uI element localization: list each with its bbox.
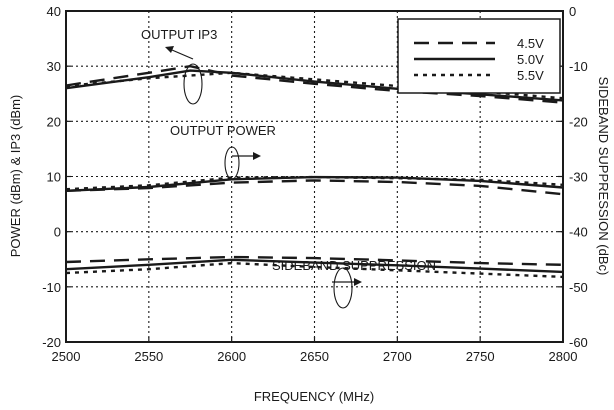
legend-label-5-5v: 5.5V [517, 68, 544, 83]
annotations: OUTPUT IP3 OUTPUT POWER SIDEBAND SUPPRES… [141, 27, 436, 309]
y-tick-label: 10 [47, 170, 61, 185]
annotation-output-ip3-arrow [171, 49, 194, 60]
x-tick-label: 2750 [466, 349, 495, 364]
sideband-suppression-curve-solid [65, 258, 564, 274]
x-tick-label: 2550 [134, 349, 163, 364]
y-tick-label: -10 [42, 280, 61, 295]
y-tick-label: 0 [54, 225, 61, 240]
output-power-curve-dotted [65, 175, 564, 191]
annotation-output-ip3-ellipse [183, 63, 203, 105]
y-tick-label: -20 [42, 335, 61, 350]
y-tick-label: 30 [47, 59, 61, 74]
output-ip3-curve-dotted [65, 71, 564, 100]
axis-ticks: 2500 2550 2600 2650 2700 2750 2800 -20 -10 0 10 20 3… [42, 4, 588, 364]
y2-tick-label: -60 [569, 335, 588, 350]
x-tick-label: 2500 [52, 349, 81, 364]
sideband-suppression-curve-long-dash [65, 255, 564, 266]
annotation-output-ip3-arrowhead [165, 46, 174, 53]
y2-axis-label: SIDEBAND SUPPRESSION (dBc) [596, 77, 611, 276]
series [65, 64, 564, 279]
y2-tick-label: -10 [569, 59, 588, 74]
y-tick-label: 40 [47, 4, 61, 19]
y2-tick-label: -50 [569, 280, 588, 295]
x-axis-label: FREQUENCY (MHz) [254, 389, 374, 404]
annotation-output-power-arrowhead [253, 152, 261, 160]
annotation-sideband-ellipse [333, 267, 353, 309]
annotation-output-power-ellipse [224, 146, 240, 180]
x-tick-label: 2650 [300, 349, 329, 364]
y2-tick-label: -30 [569, 170, 588, 185]
sideband-suppression-curve-dotted [65, 261, 564, 279]
y-tick-label: 20 [47, 114, 61, 129]
legend-label-5-0v: 5.0V [517, 52, 544, 67]
annotation-sideband-suppression: SIDEBAND SUPPRESSION [272, 258, 436, 273]
legend-label-4-5v: 4.5V [517, 36, 544, 51]
y2-tick-label: -20 [569, 114, 588, 129]
annotation-output-ip3: OUTPUT IP3 [141, 27, 217, 42]
legend: 4.5V 5.0V 5.5V [397, 18, 561, 94]
x-tick-label: 2700 [383, 349, 412, 364]
annotation-sideband-arrowhead [354, 278, 362, 286]
y2-tick-label: -40 [569, 225, 588, 240]
x-tick-label: 2800 [549, 349, 578, 364]
y2-tick-label: 0 [569, 4, 576, 19]
x-tick-label: 2600 [217, 349, 246, 364]
annotation-output-power: OUTPUT POWER [170, 123, 276, 138]
y-axis-label: POWER (dBm) & IP3 (dBm) [8, 95, 23, 258]
legend-box [397, 18, 561, 94]
